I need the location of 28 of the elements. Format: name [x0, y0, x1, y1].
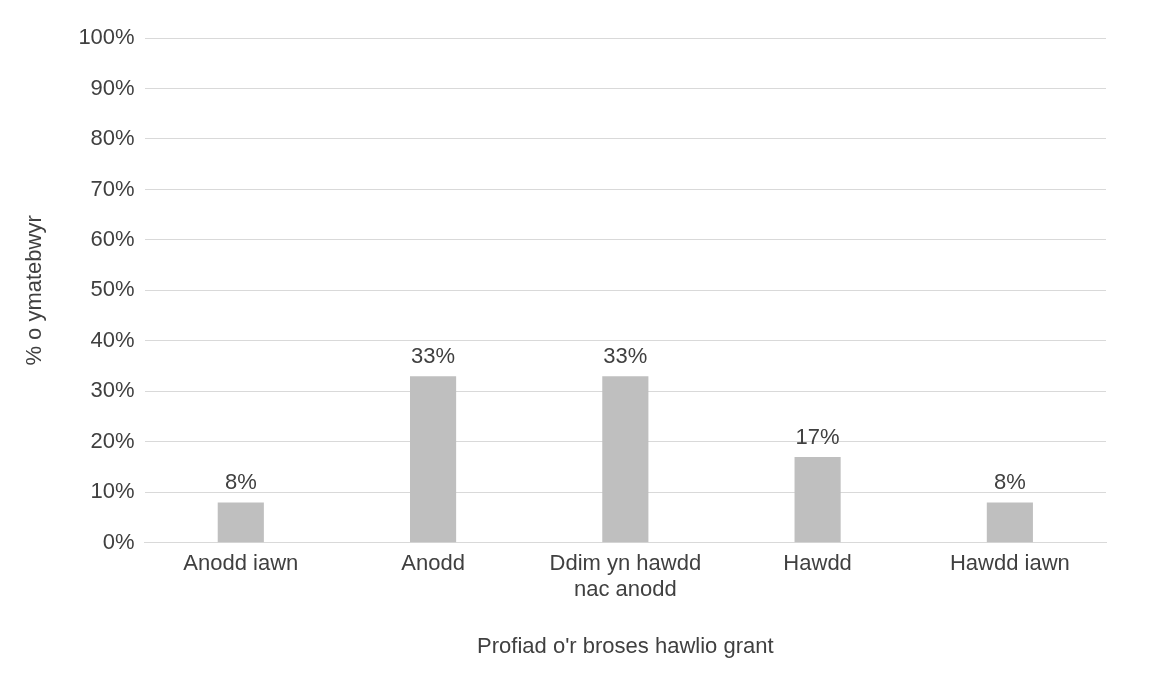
- bar: [794, 456, 841, 543]
- x-tick-label: Hawdd iawn: [949, 550, 1070, 576]
- y-tick-label: 70%: [90, 175, 135, 201]
- y-tick-label: 10%: [90, 478, 135, 504]
- data-label: 8%: [993, 469, 1026, 495]
- y-tick-label: 30%: [90, 377, 135, 403]
- y-tick-label: 90%: [90, 74, 135, 100]
- data-label: 33%: [603, 343, 648, 369]
- data-label: 17%: [795, 424, 840, 450]
- y-tick-label: 80%: [90, 125, 135, 151]
- data-label: 33%: [411, 343, 456, 369]
- y-tick-label: 0%: [102, 528, 135, 554]
- bar: [217, 502, 264, 543]
- y-tick-label: 40%: [90, 326, 135, 352]
- y-axis-title: % o ymatebwyr: [21, 215, 47, 366]
- x-tick-label: Anodd: [401, 550, 465, 576]
- x-tick-label: Hawdd: [783, 550, 852, 576]
- bar: [410, 376, 457, 543]
- x-tick-label: Anodd iawn: [183, 550, 299, 576]
- data-label: 8%: [224, 469, 257, 495]
- y-tick-label: 60%: [90, 225, 135, 251]
- x-axis-title: Profiad o'r broses hawlio grant: [477, 632, 774, 658]
- y-tick-label: 20%: [90, 427, 135, 453]
- y-tick-label: 50%: [90, 276, 135, 302]
- bar: [602, 376, 649, 543]
- bar: [986, 502, 1033, 543]
- y-tick-label: 100%: [78, 24, 135, 50]
- x-tick-label: Ddim yn hawdd nac anodd: [549, 550, 702, 602]
